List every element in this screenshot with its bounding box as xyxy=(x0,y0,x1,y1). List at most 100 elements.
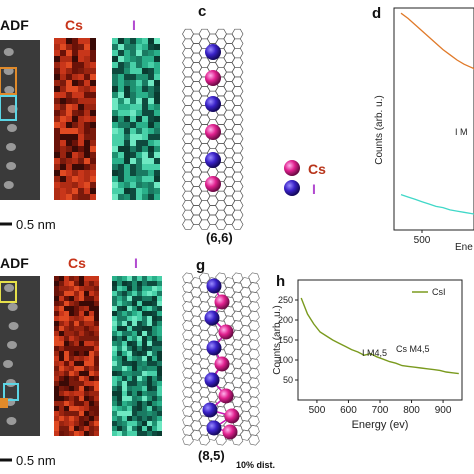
i-map-pixel xyxy=(142,140,148,146)
i-map-pixel xyxy=(112,411,117,416)
i-map-pixel xyxy=(142,104,148,110)
i-map-pixel xyxy=(130,62,136,68)
i-map-pixel xyxy=(142,50,148,56)
i-map-pixel xyxy=(130,92,136,98)
cs-map-pixel xyxy=(94,351,99,356)
cs-map-pixel xyxy=(84,158,90,164)
cs-map-pixel xyxy=(54,331,59,336)
i-map-pixel xyxy=(147,346,152,351)
i-map-pixel xyxy=(148,68,154,74)
i-map-pixel xyxy=(127,431,132,436)
i-map-pixel xyxy=(117,286,122,291)
cs-map-pixel xyxy=(66,158,72,164)
i-map-pixel xyxy=(136,122,142,128)
cs-map-pixel xyxy=(89,301,94,306)
i-map-pixel xyxy=(112,146,118,152)
cs-map-pixel xyxy=(54,128,60,134)
i-map-pixel xyxy=(127,356,132,361)
i-map-pixel xyxy=(127,296,132,301)
chart-d-frame xyxy=(393,7,474,231)
cs-map-pixel xyxy=(64,316,69,321)
cs-map-pixel xyxy=(89,431,94,436)
i-map-pixel xyxy=(136,158,142,164)
i-map-pixel xyxy=(157,426,162,431)
i-map-pixel xyxy=(142,38,148,44)
cs-map-pixel xyxy=(84,386,89,391)
i-map-pixel xyxy=(152,316,157,321)
cs-map-pixel xyxy=(84,426,89,431)
i-map-pixel xyxy=(154,74,160,80)
cs-map-pixel xyxy=(54,74,60,80)
cs-map-pixel xyxy=(72,158,78,164)
cs-map-pixel xyxy=(66,182,72,188)
i-map-pixel xyxy=(157,356,162,361)
i-map-pixel xyxy=(127,396,132,401)
i-map-pixel xyxy=(157,316,162,321)
i-map-pixel xyxy=(157,351,162,356)
cs-map-pixel xyxy=(59,316,64,321)
i-map-pixel xyxy=(142,158,148,164)
cs-map-pixel xyxy=(64,326,69,331)
i-map-pixel xyxy=(154,128,160,134)
i-map-pixel xyxy=(112,128,118,134)
cs-map-pixel xyxy=(74,391,79,396)
cs-map-pixel xyxy=(89,411,94,416)
i-map-pixel xyxy=(142,426,147,431)
i-map-pixel xyxy=(136,98,142,104)
cs-map-pixel xyxy=(69,431,74,436)
i-map-pixel xyxy=(130,188,136,194)
cs-map-pixel xyxy=(60,116,66,122)
cs-map-pixel xyxy=(59,326,64,331)
i-map-pixel xyxy=(152,286,157,291)
panel-h-label: h xyxy=(276,273,285,290)
cs-map-pixel xyxy=(89,381,94,386)
cs-map-pixel xyxy=(60,38,66,44)
i-map-pixel xyxy=(142,396,147,401)
i-map-pixel xyxy=(124,176,130,182)
i-map-pixel xyxy=(152,416,157,421)
cs-map-pixel xyxy=(74,336,79,341)
i-atom xyxy=(205,44,221,60)
i-map-pixel xyxy=(132,356,137,361)
i-map-pixel xyxy=(132,396,137,401)
adf-label-bottom: ADF xyxy=(0,255,29,271)
i-map-pixel xyxy=(147,361,152,366)
cs-map-pixel xyxy=(74,326,79,331)
cs-map-pixel xyxy=(89,406,94,411)
i-map-pixel xyxy=(117,321,122,326)
cs-map-pixel xyxy=(84,281,89,286)
i-map-pixel xyxy=(152,386,157,391)
i-map-pixel xyxy=(142,68,148,74)
cs-map-pixel xyxy=(78,74,84,80)
cs-map-pixel xyxy=(64,331,69,336)
i-map-pixel xyxy=(152,421,157,426)
lattice-hexagon xyxy=(240,429,252,441)
cs-map-pixel xyxy=(66,140,72,146)
cs-map-pixel xyxy=(54,391,59,396)
cs-map-pixel xyxy=(60,146,66,152)
i-map-pixel xyxy=(142,62,148,68)
i-map-pixel xyxy=(122,416,127,421)
chart-d-series-0 xyxy=(400,12,474,70)
i-map-pixel xyxy=(137,376,142,381)
i-map-pixel xyxy=(142,98,148,104)
i-map-pixel xyxy=(157,331,162,336)
i-map-pixel xyxy=(124,86,130,92)
i-map-pixel xyxy=(137,411,142,416)
i-map-pixel xyxy=(124,194,130,200)
i-map-pixel xyxy=(130,86,136,92)
cs-map-pixel xyxy=(60,80,66,86)
cs-map-pixel xyxy=(66,38,72,44)
i-map-pixel xyxy=(124,182,130,188)
i-map-pixel xyxy=(136,176,142,182)
cs-map-pixel xyxy=(72,56,78,62)
i-map-pixel xyxy=(152,371,157,376)
i-map-pixel xyxy=(127,351,132,356)
cs-map-pixel xyxy=(60,110,66,116)
i-map-pixel xyxy=(132,276,137,281)
cs-map-pixel xyxy=(72,92,78,98)
cs-map-pixel xyxy=(72,164,78,170)
i-map-pixel xyxy=(118,68,124,74)
cs-map-pixel xyxy=(66,56,72,62)
cs-map-pixel xyxy=(64,361,69,366)
